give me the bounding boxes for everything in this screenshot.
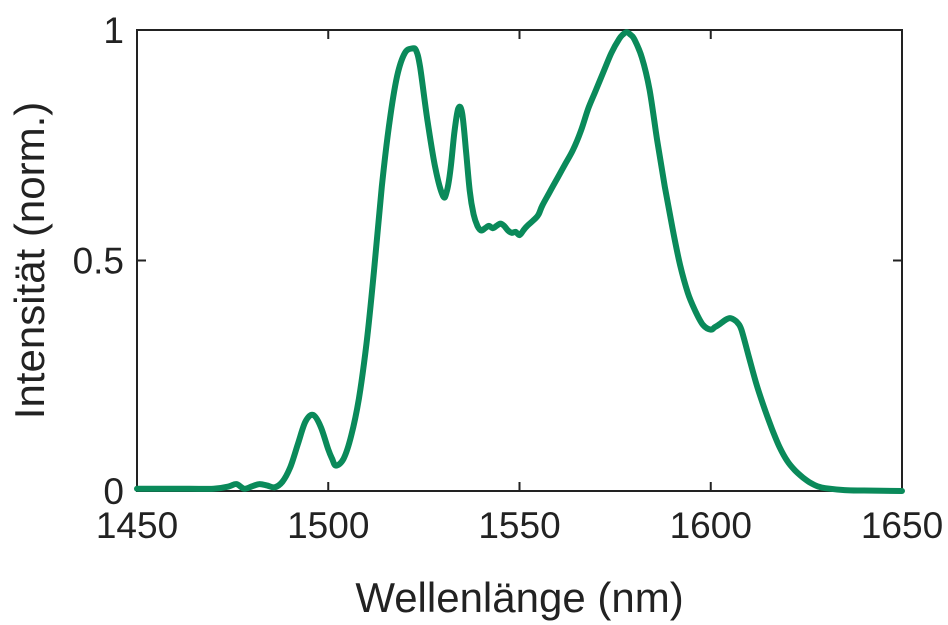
axis-tick-labels: 1450 1500 1550 1600 1650 0 0.5 1 xyxy=(73,10,944,546)
x-tick-label: 1550 xyxy=(478,505,560,546)
x-tick-label: 1600 xyxy=(670,505,752,546)
y-tick-label: 1 xyxy=(103,10,124,51)
series-line xyxy=(134,29,905,494)
y-tick-label: 0.5 xyxy=(73,241,124,282)
x-tick-label: 1650 xyxy=(861,505,943,546)
y-axis-title: Intensität (norm.) xyxy=(6,102,53,419)
plot-area-frame xyxy=(136,29,903,492)
x-tick-label: 1450 xyxy=(96,505,178,546)
axis-ticks xyxy=(136,29,903,492)
x-axis-title: Wellenlänge (nm) xyxy=(355,574,683,621)
y-tick-label: 0 xyxy=(103,471,124,512)
x-tick-label: 1500 xyxy=(287,505,369,546)
